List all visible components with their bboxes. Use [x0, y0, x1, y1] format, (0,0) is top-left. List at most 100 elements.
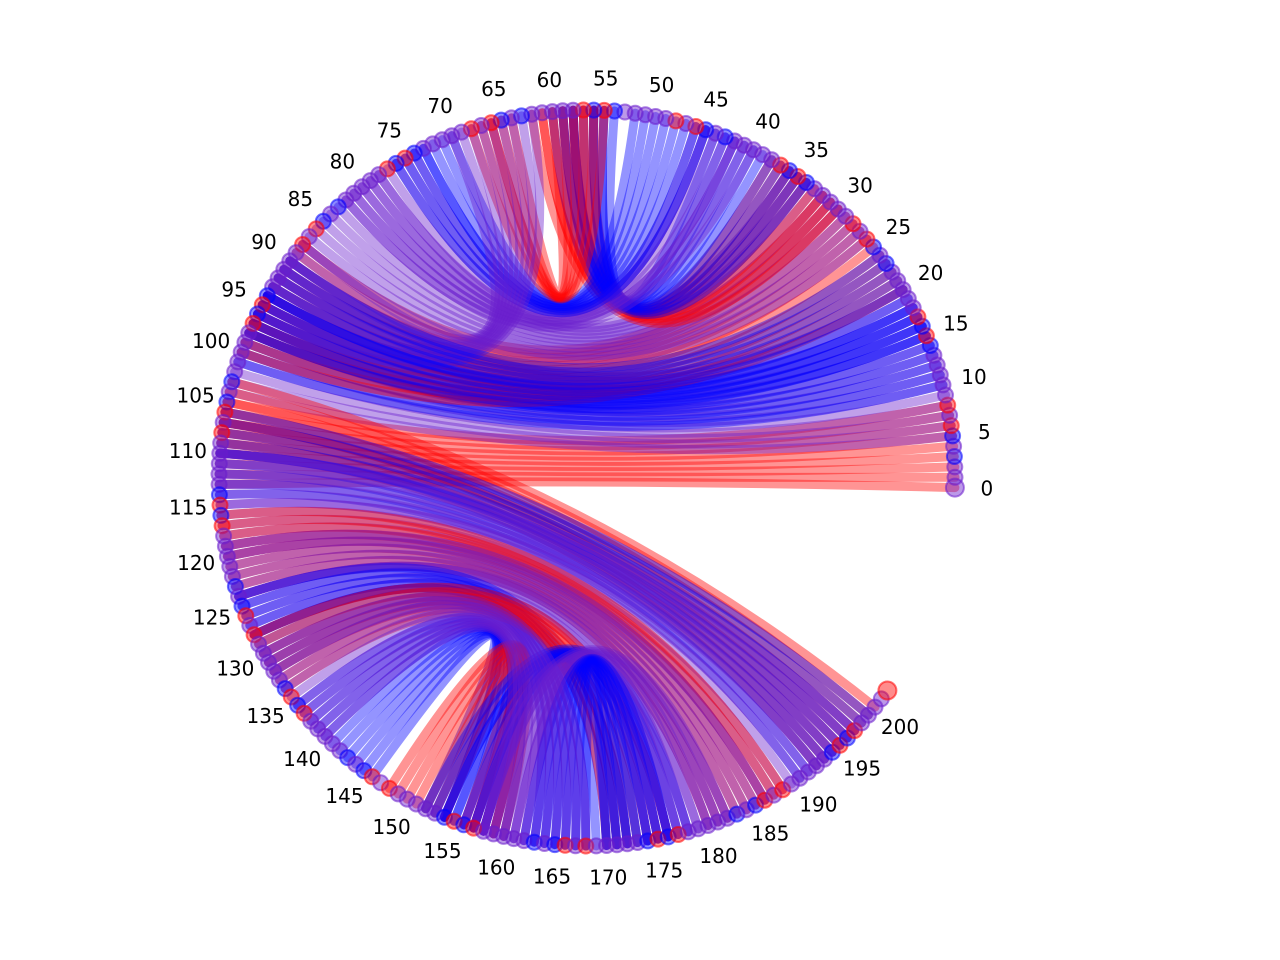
node-69: [453, 123, 470, 141]
arc-16-6: [234, 561, 713, 830]
arc-17-4: [249, 583, 591, 851]
arc-21-6: [469, 652, 632, 849]
arc-15-0: [216, 506, 788, 795]
arc-5-7: [578, 105, 786, 314]
node-183: [728, 805, 746, 823]
node-label-180: 180: [699, 844, 737, 868]
arc-24-5: [286, 610, 547, 847]
arc-12-6: [217, 428, 837, 757]
node-44: [707, 124, 724, 142]
arc-1-4: [236, 347, 950, 433]
arc-5-6: [568, 105, 794, 316]
node-label-160: 160: [477, 856, 515, 880]
arc-4-6: [341, 190, 828, 343]
arc-1-15: [285, 256, 908, 382]
node-label-70: 70: [427, 94, 452, 118]
arc-7-8: [409, 122, 701, 314]
arc-22-6: [509, 653, 673, 844]
arc-23-3: [550, 656, 642, 850]
arc-0-1: [214, 469, 960, 482]
arc-20-0: [384, 639, 533, 841]
arc-14-7: [216, 506, 805, 783]
arc-19-2: [306, 617, 517, 836]
arc-4-1: [304, 226, 865, 361]
arc-11-2: [253, 309, 923, 402]
node-21: [889, 272, 907, 290]
node-13: [925, 346, 943, 364]
node-10: [934, 376, 952, 394]
arc-11-6: [268, 276, 903, 386]
arc-10-7: [291, 127, 504, 346]
node-48: [667, 112, 685, 130]
node-label-100: 100: [192, 329, 230, 353]
arc-13-2: [217, 428, 860, 736]
arc-6-10: [605, 106, 720, 305]
arc-19-1: [299, 615, 522, 839]
node-134: [276, 680, 294, 698]
node-label-115: 115: [169, 496, 207, 520]
node-36: [780, 162, 798, 180]
node-74: [405, 144, 423, 162]
arc-3-6: [262, 234, 872, 380]
node-19: [899, 290, 917, 308]
node-label-140: 140: [283, 747, 321, 771]
node-label-80: 80: [330, 150, 355, 174]
arc-12-7: [216, 438, 829, 764]
arc-9-3: [486, 105, 580, 302]
arc-11-5: [262, 285, 908, 390]
node-40: [745, 141, 762, 159]
arc-22-7: [509, 654, 663, 844]
arc-3-7: [268, 226, 865, 375]
node-133: [270, 671, 288, 689]
node-47: [677, 115, 695, 132]
arc-4-10: [374, 166, 794, 330]
arc-3-0: [236, 285, 908, 408]
arc-7-1: [349, 140, 749, 329]
node-67: [472, 117, 490, 134]
arc-19-5: [327, 624, 509, 830]
node-label-0: 0: [981, 477, 994, 501]
node-176: [659, 828, 677, 846]
arc-21-3: [440, 648, 663, 844]
node-178: [679, 823, 697, 841]
arc-20-4: [421, 643, 525, 833]
node-label-150: 150: [373, 815, 411, 839]
arc-6-3: [568, 105, 786, 314]
node-label-120: 120: [177, 551, 215, 575]
arc-8-1: [400, 122, 701, 316]
arc-12-0: [227, 377, 880, 712]
arc-4-8: [357, 178, 811, 336]
arc-21-8: [479, 653, 612, 850]
arc-3-11: [291, 197, 835, 359]
node-126: [237, 607, 255, 625]
arc-8-7: [447, 108, 640, 306]
node-189: [782, 775, 800, 793]
arc-2-7: [257, 300, 923, 400]
arc-16-10: [249, 582, 673, 842]
arc-22-5: [499, 652, 683, 841]
arc-15-8: [234, 561, 713, 830]
arc-14-11: [222, 536, 770, 805]
arc-16-7: [237, 567, 703, 834]
arc-16-0: [220, 529, 770, 805]
node-15: [917, 327, 935, 345]
arc-17-3: [245, 578, 601, 851]
node-124: [230, 587, 248, 605]
arc-10-1: [257, 111, 537, 366]
arc-21-4: [449, 650, 653, 846]
node-99: [236, 333, 254, 351]
node-90: [281, 252, 299, 270]
node-39: [754, 146, 772, 164]
node-100: [232, 343, 250, 361]
node-43: [716, 128, 734, 146]
arc-2-3: [244, 328, 939, 416]
arc-24-3: [274, 603, 563, 850]
arc-16-8: [241, 572, 693, 837]
arc-19-9: [359, 629, 501, 818]
node-16: [913, 317, 931, 335]
arc-21-1: [430, 646, 683, 839]
node-148: [380, 779, 398, 797]
arc-2-6: [253, 309, 927, 404]
arc-3-5: [257, 242, 878, 384]
